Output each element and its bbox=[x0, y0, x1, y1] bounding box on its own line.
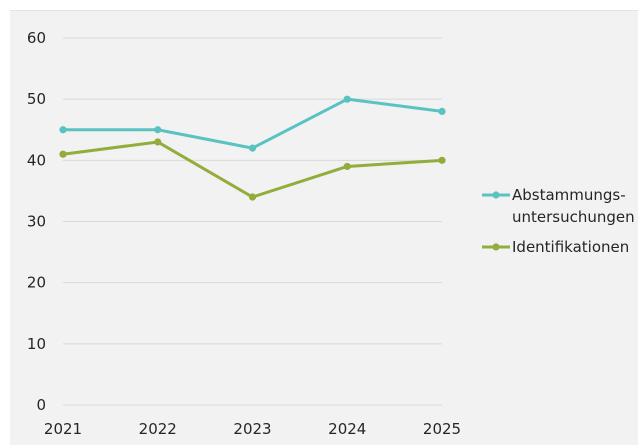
y-tick-label: 0 bbox=[36, 396, 46, 414]
data-point bbox=[248, 144, 257, 152]
y-tick-label: 60 bbox=[27, 29, 46, 47]
x-tick-label: 2025 bbox=[423, 420, 461, 438]
y-axis-tick-labels: 0 10 20 30 40 50 60 bbox=[27, 29, 46, 414]
x-tick-label: 2023 bbox=[233, 420, 271, 438]
legend-swatch-marker bbox=[492, 191, 500, 199]
legend-item-2: Identifikationen bbox=[482, 238, 629, 256]
data-point bbox=[154, 126, 162, 134]
line-chart: 0 10 20 30 40 50 60 2021 2022 2023 2024 2025 Absta… bbox=[27, 29, 635, 438]
y-tick-label: 40 bbox=[27, 151, 46, 169]
data-point bbox=[343, 162, 351, 171]
legend-label: Identifikationen bbox=[512, 238, 629, 256]
legend-swatch-marker bbox=[492, 243, 500, 251]
x-tick-label: 2022 bbox=[139, 420, 177, 438]
data-point bbox=[154, 138, 162, 146]
data-point bbox=[343, 95, 351, 103]
x-axis-tick-labels: 2021 2022 2023 2024 2025 bbox=[44, 420, 461, 438]
data-point bbox=[438, 156, 446, 164]
legend-item-1: Abstammungs-untersuchungen bbox=[482, 186, 635, 226]
y-tick-label: 50 bbox=[27, 90, 46, 108]
series-1 bbox=[59, 95, 446, 152]
data-point bbox=[59, 126, 67, 134]
legend: Abstammungs-untersuchungen Identifikation… bbox=[482, 186, 635, 256]
y-tick-label: 30 bbox=[27, 213, 46, 231]
series-lines bbox=[59, 95, 446, 201]
series-line bbox=[63, 97, 443, 150]
series-2 bbox=[59, 138, 446, 201]
x-tick-label: 2021 bbox=[44, 420, 82, 438]
y-tick-label: 10 bbox=[27, 335, 46, 353]
legend-label: untersuchungen bbox=[512, 208, 635, 226]
legend-label: Abstammungs- bbox=[512, 186, 626, 204]
x-tick-label: 2024 bbox=[328, 420, 366, 438]
gridlines bbox=[63, 37, 442, 406]
data-point bbox=[59, 150, 67, 158]
data-point bbox=[248, 193, 257, 201]
chart-area: 0 10 20 30 40 50 60 2021 2022 2023 2024 2025 Absta… bbox=[10, 10, 638, 445]
data-point bbox=[438, 107, 446, 115]
y-tick-label: 20 bbox=[27, 274, 46, 292]
